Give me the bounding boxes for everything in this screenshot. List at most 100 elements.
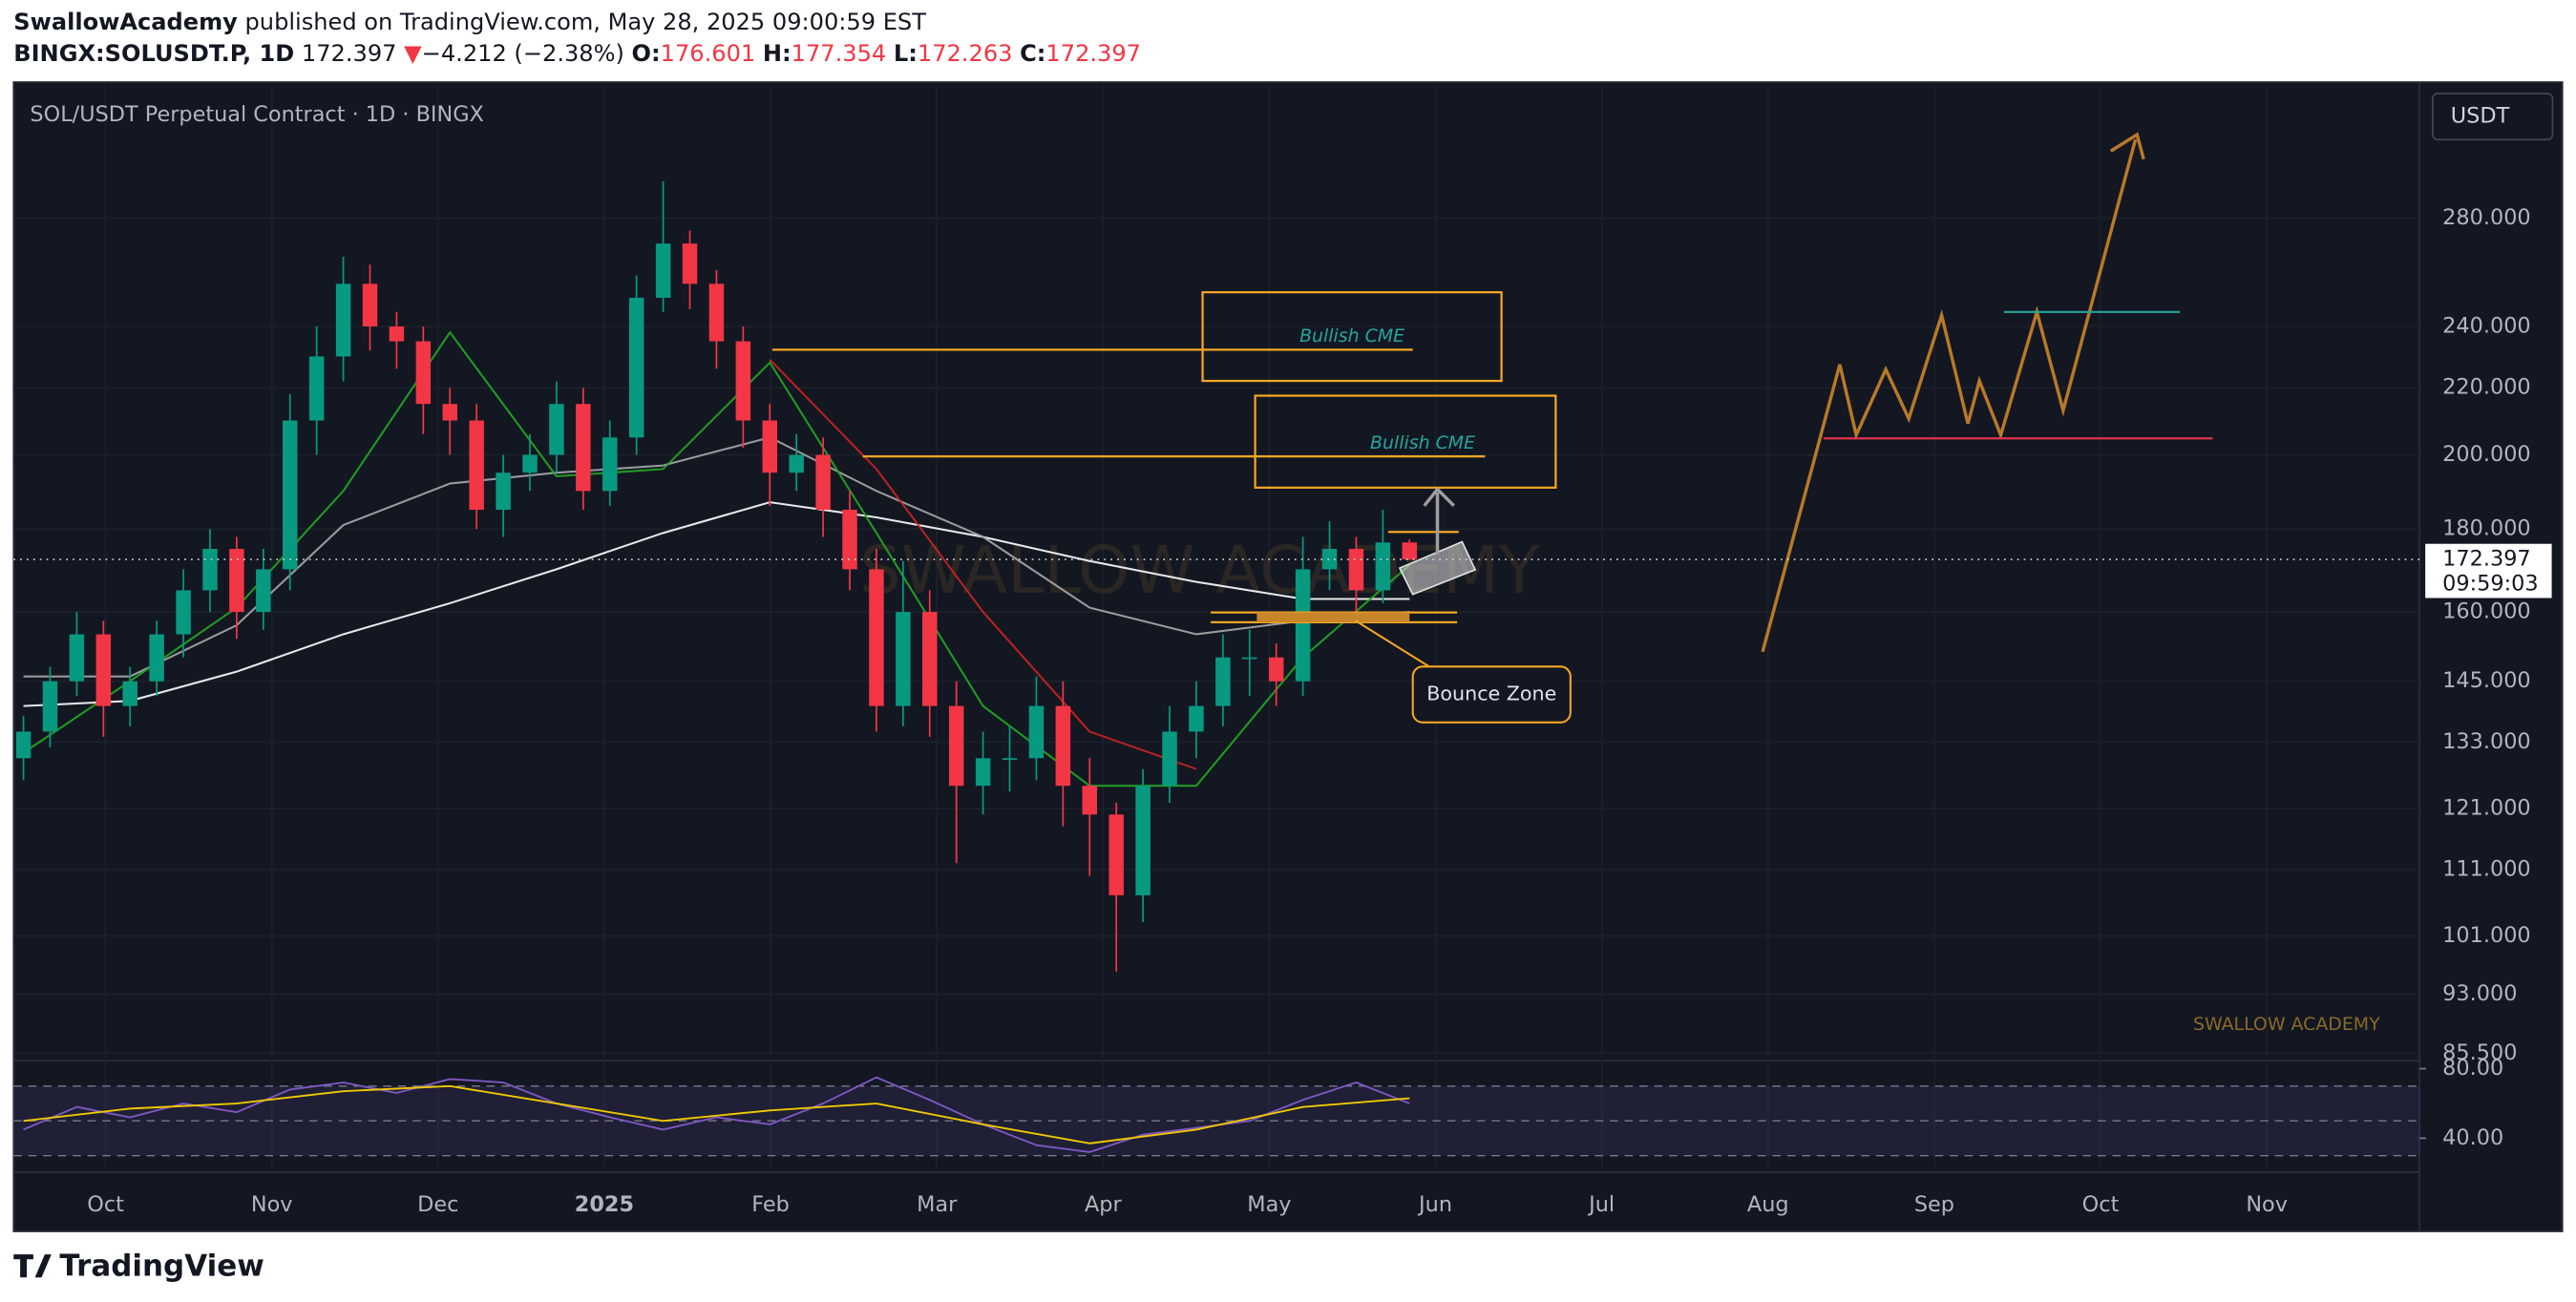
candle-body <box>176 590 191 635</box>
rsi-pane <box>13 1067 2426 1157</box>
c-label: C: <box>1020 40 1045 67</box>
candle-body <box>549 404 564 455</box>
price-label: 172.397 <box>2442 547 2530 572</box>
moving-average <box>769 358 1197 770</box>
x-tick-label: May <box>1247 1192 1291 1217</box>
candle-body <box>602 437 618 492</box>
c-value: 172.397 <box>1045 40 1141 67</box>
candle-body <box>522 454 538 473</box>
candle-body <box>469 420 484 511</box>
candle-body <box>682 243 698 284</box>
moving-average <box>23 436 1410 678</box>
candle-body <box>362 284 378 327</box>
candle-body <box>335 284 351 357</box>
candle-body <box>1215 657 1231 706</box>
candle-body <box>1402 542 1418 560</box>
candle-body <box>1082 786 1098 815</box>
candle-body <box>762 420 777 473</box>
callout-line <box>1354 620 1430 668</box>
y-tick-label: 133.000 <box>2442 729 2530 754</box>
candle-body <box>869 569 884 706</box>
callout-box <box>1411 665 1572 724</box>
chart-panel <box>12 81 2564 1232</box>
cme-label: Bullish CME <box>1370 432 1475 453</box>
candle-body <box>1162 731 1177 787</box>
candle-body <box>1028 705 1045 759</box>
y-tick-label: 145.000 <box>2442 668 2530 693</box>
last-price: 172.397 <box>302 40 397 67</box>
countdown: 09:59:03 <box>2442 571 2538 596</box>
rsi-line <box>23 1084 1410 1144</box>
y-tick-label: 121.000 <box>2442 796 2530 821</box>
currency-box[interactable] <box>2432 93 2554 141</box>
candle-body <box>576 404 591 492</box>
candle-body <box>655 243 671 298</box>
x-tick-label: Nov <box>251 1192 293 1217</box>
candle-body <box>896 612 911 706</box>
arrow: ▼ <box>404 40 422 67</box>
x-tick-label: Jun <box>1417 1192 1452 1217</box>
candle-body <box>735 341 751 421</box>
moving-average <box>23 501 1410 707</box>
cme-box <box>1254 394 1557 489</box>
chart-title: SOL/USDT Perpetual Contract · 1D · BINGX <box>30 102 483 127</box>
x-tick-label: Aug <box>1747 1192 1789 1217</box>
logo <box>13 1254 52 1278</box>
header-line-1: SwallowAcademy published on TradingView.… <box>13 9 926 35</box>
candle-body <box>282 420 298 570</box>
header-line-2: BINGX:SOLUSDT.P, 1D 172.397 ▼−4.212 (−2.… <box>13 40 1141 67</box>
projection-box <box>1398 540 1477 596</box>
rsi-line <box>23 1076 1410 1153</box>
x-tick-label: Mar <box>917 1192 958 1217</box>
h-value: 177.354 <box>792 40 887 67</box>
candle-body <box>948 705 964 787</box>
candle-body <box>1348 549 1364 591</box>
moving-average <box>22 330 1410 788</box>
candle-body <box>1321 549 1338 570</box>
bounce-label: Bounce Zone <box>1426 682 1556 705</box>
candle-body <box>628 297 644 438</box>
y-tick-label: 280.000 <box>2442 205 2530 230</box>
zone-fill <box>1256 612 1410 622</box>
published: published on TradingView.com, May 28, 20… <box>245 9 927 35</box>
candle-body <box>1242 657 1257 660</box>
candle-body <box>1109 814 1124 895</box>
candle-body <box>1189 705 1204 732</box>
projection-path <box>1761 138 2138 653</box>
y-tick-label: 85.500 <box>2442 1040 2517 1065</box>
drawings <box>771 132 2213 724</box>
candle-body <box>922 612 938 706</box>
candle-body <box>95 634 112 706</box>
rsi-tick-label: 40.00 <box>2442 1125 2503 1150</box>
cme-label: Bullish CME <box>1299 326 1404 346</box>
candle-body <box>415 341 432 405</box>
candle-body <box>975 758 991 787</box>
x-tick-label: Dec <box>417 1192 458 1217</box>
x-tick-label: Feb <box>751 1192 790 1217</box>
o-label: O: <box>632 40 661 67</box>
y-tick-label: 111.000 <box>2442 856 2530 881</box>
x-tick-label: Apr <box>1085 1192 1122 1217</box>
candle-body <box>708 284 725 342</box>
candle-body <box>1268 657 1284 682</box>
y-tick-label: 240.000 <box>2442 314 2530 339</box>
candle-body <box>842 510 857 570</box>
price-label-box <box>2423 542 2554 600</box>
x-tick-label: Oct <box>87 1192 124 1217</box>
candle-body <box>308 356 325 421</box>
candle-body <box>229 549 244 613</box>
change: −4.212 (−2.38%) <box>422 40 624 67</box>
candle-body <box>1135 786 1151 895</box>
l-label: L: <box>894 40 918 67</box>
candle-body <box>256 569 271 613</box>
y-tick-label: 160.000 <box>2442 599 2530 624</box>
candle-body <box>389 326 405 342</box>
y-tick-label: 93.000 <box>2442 981 2517 1006</box>
y-tick-label: 200.000 <box>2442 442 2530 467</box>
y-tick-label: 220.000 <box>2442 375 2530 400</box>
rsi-tick-label: 80.00 <box>2442 1056 2503 1081</box>
candle-body <box>1295 569 1311 682</box>
